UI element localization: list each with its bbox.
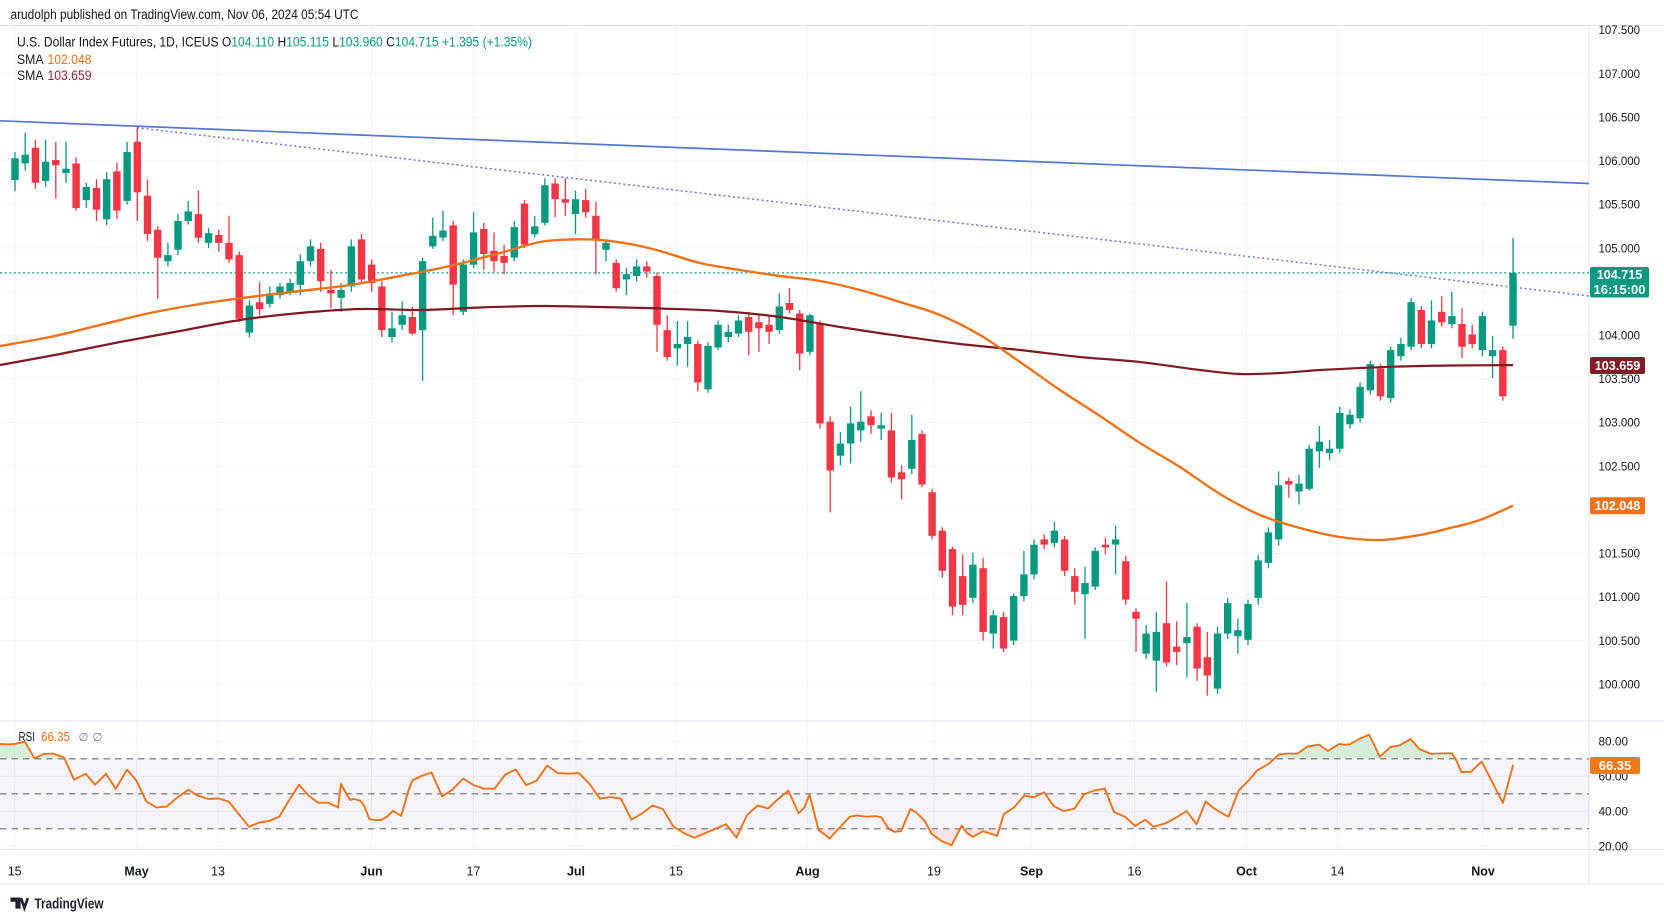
svg-text:U.S. Dollar Index Futures, 1D,: U.S. Dollar Index Futures, 1D, ICEUS O10… (17, 35, 532, 50)
svg-text:103.659: 103.659 (48, 68, 92, 83)
svg-text:SMA: SMA (17, 52, 44, 67)
svg-text:102.048: 102.048 (48, 52, 92, 67)
svg-text:∅: ∅ (79, 732, 89, 744)
svg-text:14: 14 (1331, 865, 1345, 879)
svg-text:May: May (124, 865, 148, 879)
svg-text:103.500: 103.500 (1599, 372, 1641, 386)
svg-text:40.00: 40.00 (1599, 805, 1629, 819)
svg-text:17: 17 (467, 865, 481, 879)
svg-text:Aug: Aug (795, 865, 819, 879)
svg-text:105.000: 105.000 (1599, 241, 1641, 255)
svg-text:100.500: 100.500 (1599, 634, 1641, 648)
svg-text:20.00: 20.00 (1599, 840, 1629, 854)
svg-text:80.00: 80.00 (1599, 735, 1629, 749)
svg-text:102.048: 102.048 (1595, 499, 1641, 513)
svg-text:104.000: 104.000 (1599, 329, 1641, 343)
svg-text:15: 15 (8, 865, 22, 879)
svg-text:Sep: Sep (1020, 865, 1043, 879)
svg-text:13: 13 (211, 865, 225, 879)
svg-text:66.35: 66.35 (41, 730, 70, 744)
svg-text:16: 16 (1128, 865, 1142, 879)
svg-text:Nov: Nov (1471, 865, 1495, 879)
svg-text:∅: ∅ (93, 732, 103, 744)
svg-text:103.659: 103.659 (1595, 359, 1641, 373)
svg-text:66.35: 66.35 (1599, 759, 1632, 773)
svg-text:103.000: 103.000 (1599, 416, 1641, 430)
svg-text:Jun: Jun (360, 865, 382, 879)
svg-text:RSI: RSI (19, 730, 36, 744)
svg-text:19: 19 (927, 865, 941, 879)
svg-text:16:15:00: 16:15:00 (1594, 283, 1646, 297)
svg-text:Oct: Oct (1236, 865, 1258, 879)
svg-text:105.500: 105.500 (1599, 198, 1641, 212)
svg-text:TradingView: TradingView (35, 896, 104, 913)
svg-text:107.500: 107.500 (1599, 23, 1641, 37)
svg-text:101.500: 101.500 (1599, 547, 1641, 561)
svg-text:107.000: 107.000 (1599, 67, 1641, 81)
svg-text:102.500: 102.500 (1599, 459, 1641, 473)
svg-text:101.000: 101.000 (1599, 590, 1641, 604)
svg-text:15: 15 (669, 865, 683, 879)
svg-text:106.000: 106.000 (1599, 154, 1641, 168)
svg-text:100.000: 100.000 (1599, 677, 1641, 691)
svg-text:106.500: 106.500 (1599, 110, 1641, 124)
svg-text:Jul: Jul (567, 865, 585, 879)
svg-text:arudolph published on TradingV: arudolph published on TradingView.com, N… (11, 7, 359, 22)
svg-text:104.715: 104.715 (1597, 268, 1643, 282)
svg-text:SMA: SMA (17, 68, 44, 83)
